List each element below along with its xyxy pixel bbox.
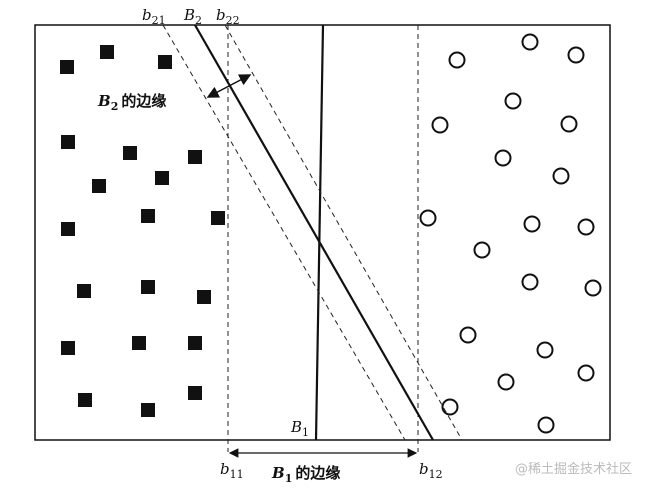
square-point [61, 341, 75, 355]
b2-margin-arrow [206, 74, 252, 98]
circle-point [577, 364, 595, 382]
circle-points [419, 33, 602, 434]
square-point [188, 386, 202, 400]
square-point [158, 55, 172, 69]
b1-label: B1 [290, 418, 309, 439]
b21-line [162, 24, 406, 441]
square-point [141, 209, 155, 223]
circle-point [459, 326, 477, 344]
watermark: @稀土掘金技术社区 [515, 461, 632, 477]
square-point [61, 222, 75, 236]
circle-point [536, 341, 554, 359]
circle-point [584, 279, 602, 297]
circle-point [560, 115, 578, 133]
square-point [188, 150, 202, 164]
b2-margin-label: B2 的边缘 [97, 92, 166, 113]
square-points [60, 45, 225, 417]
circle-point [431, 116, 449, 134]
square-point [155, 171, 169, 185]
square-point [197, 290, 211, 304]
square-point [60, 60, 74, 74]
circle-point [521, 33, 539, 51]
circle-point [448, 51, 466, 69]
b21-label: b21 [142, 6, 166, 27]
square-point [211, 211, 225, 225]
circle-point [552, 167, 570, 185]
square-point [61, 135, 75, 149]
circle-point [567, 46, 585, 64]
b22-line [224, 24, 463, 441]
b1-margin-label: B1 的边缘 [271, 464, 340, 485]
square-point [92, 179, 106, 193]
square-point [141, 403, 155, 417]
square-point [77, 284, 91, 298]
b2-line [194, 24, 434, 441]
square-point [100, 45, 114, 59]
circle-point [521, 273, 539, 291]
circle-point [473, 241, 491, 259]
square-point [132, 336, 146, 350]
circle-point [419, 209, 437, 227]
b1-line [314, 24, 325, 441]
circle-point [577, 218, 595, 236]
circle-point [497, 373, 515, 391]
b11-label: b11 [220, 460, 244, 481]
square-point [141, 280, 155, 294]
b22-label: b22 [216, 6, 240, 27]
b12-label: b12 [419, 460, 443, 481]
b2-label: B2 [183, 6, 202, 27]
circle-point [494, 149, 512, 167]
circle-point [537, 416, 555, 434]
circle-point [441, 398, 459, 416]
circle-point [523, 215, 541, 233]
circle-point [504, 92, 522, 110]
square-point [123, 146, 137, 160]
square-point [78, 393, 92, 407]
square-point [188, 336, 202, 350]
